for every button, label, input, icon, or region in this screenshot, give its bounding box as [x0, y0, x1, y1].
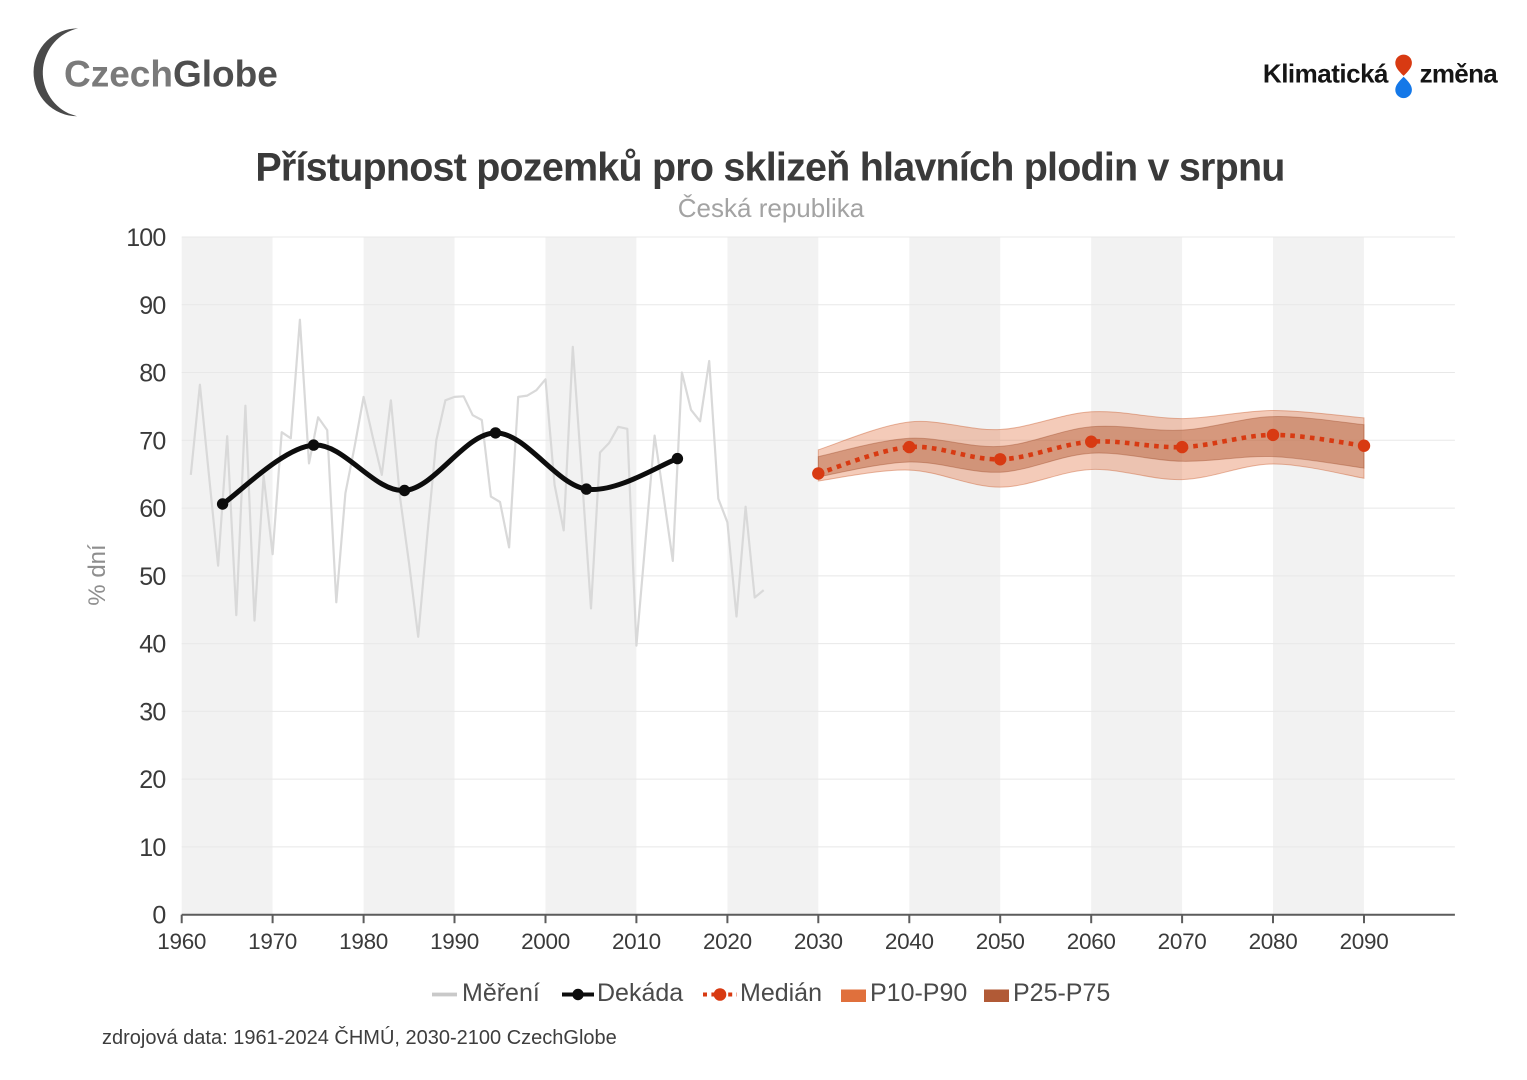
svg-text:20: 20	[139, 766, 165, 794]
svg-text:1990: 1990	[430, 929, 479, 954]
svg-text:2080: 2080	[1249, 929, 1298, 954]
svg-text:60: 60	[139, 495, 165, 523]
svg-text:Klimatická: Klimatická	[1263, 59, 1389, 89]
svg-text:CzechGlobe: CzechGlobe	[64, 54, 278, 95]
svg-text:2090: 2090	[1340, 929, 1389, 954]
svg-text:Přístupnost pozemků pro sklize: Přístupnost pozemků pro sklizeň hlavních…	[255, 146, 1284, 190]
svg-text:zdrojová data: 1961-2024 ČHMÚ,: zdrojová data: 1961-2024 ČHMÚ, 2030-2100…	[102, 1026, 617, 1049]
svg-text:2060: 2060	[1067, 929, 1116, 954]
svg-text:0: 0	[152, 902, 165, 930]
svg-text:90: 90	[139, 292, 165, 320]
svg-text:100: 100	[126, 224, 165, 252]
svg-text:70: 70	[139, 427, 165, 455]
svg-text:Měření: Měření	[462, 979, 540, 1007]
svg-text:10: 10	[139, 834, 165, 862]
svg-text:1960: 1960	[157, 929, 206, 954]
svg-text:2040: 2040	[885, 929, 934, 954]
svg-text:2030: 2030	[794, 929, 843, 954]
svg-text:2070: 2070	[1158, 929, 1207, 954]
svg-text:P25-P75: P25-P75	[1013, 979, 1110, 1007]
svg-text:1970: 1970	[248, 929, 297, 954]
svg-text:2020: 2020	[703, 929, 752, 954]
svg-text:80: 80	[139, 360, 165, 388]
svg-text:% dní: % dní	[84, 544, 111, 606]
svg-text:2010: 2010	[612, 929, 661, 954]
svg-text:30: 30	[139, 698, 165, 726]
svg-text:1980: 1980	[339, 929, 388, 954]
svg-text:Česká republika: Česká republika	[678, 193, 865, 223]
svg-text:40: 40	[139, 631, 165, 659]
svg-text:Medián: Medián	[740, 979, 822, 1007]
svg-text:změna: změna	[1420, 59, 1499, 89]
svg-text:Dekáda: Dekáda	[597, 979, 683, 1007]
svg-text:2000: 2000	[521, 929, 570, 954]
svg-text:50: 50	[139, 563, 165, 591]
svg-text:2050: 2050	[976, 929, 1025, 954]
svg-text:P10-P90: P10-P90	[870, 979, 967, 1007]
